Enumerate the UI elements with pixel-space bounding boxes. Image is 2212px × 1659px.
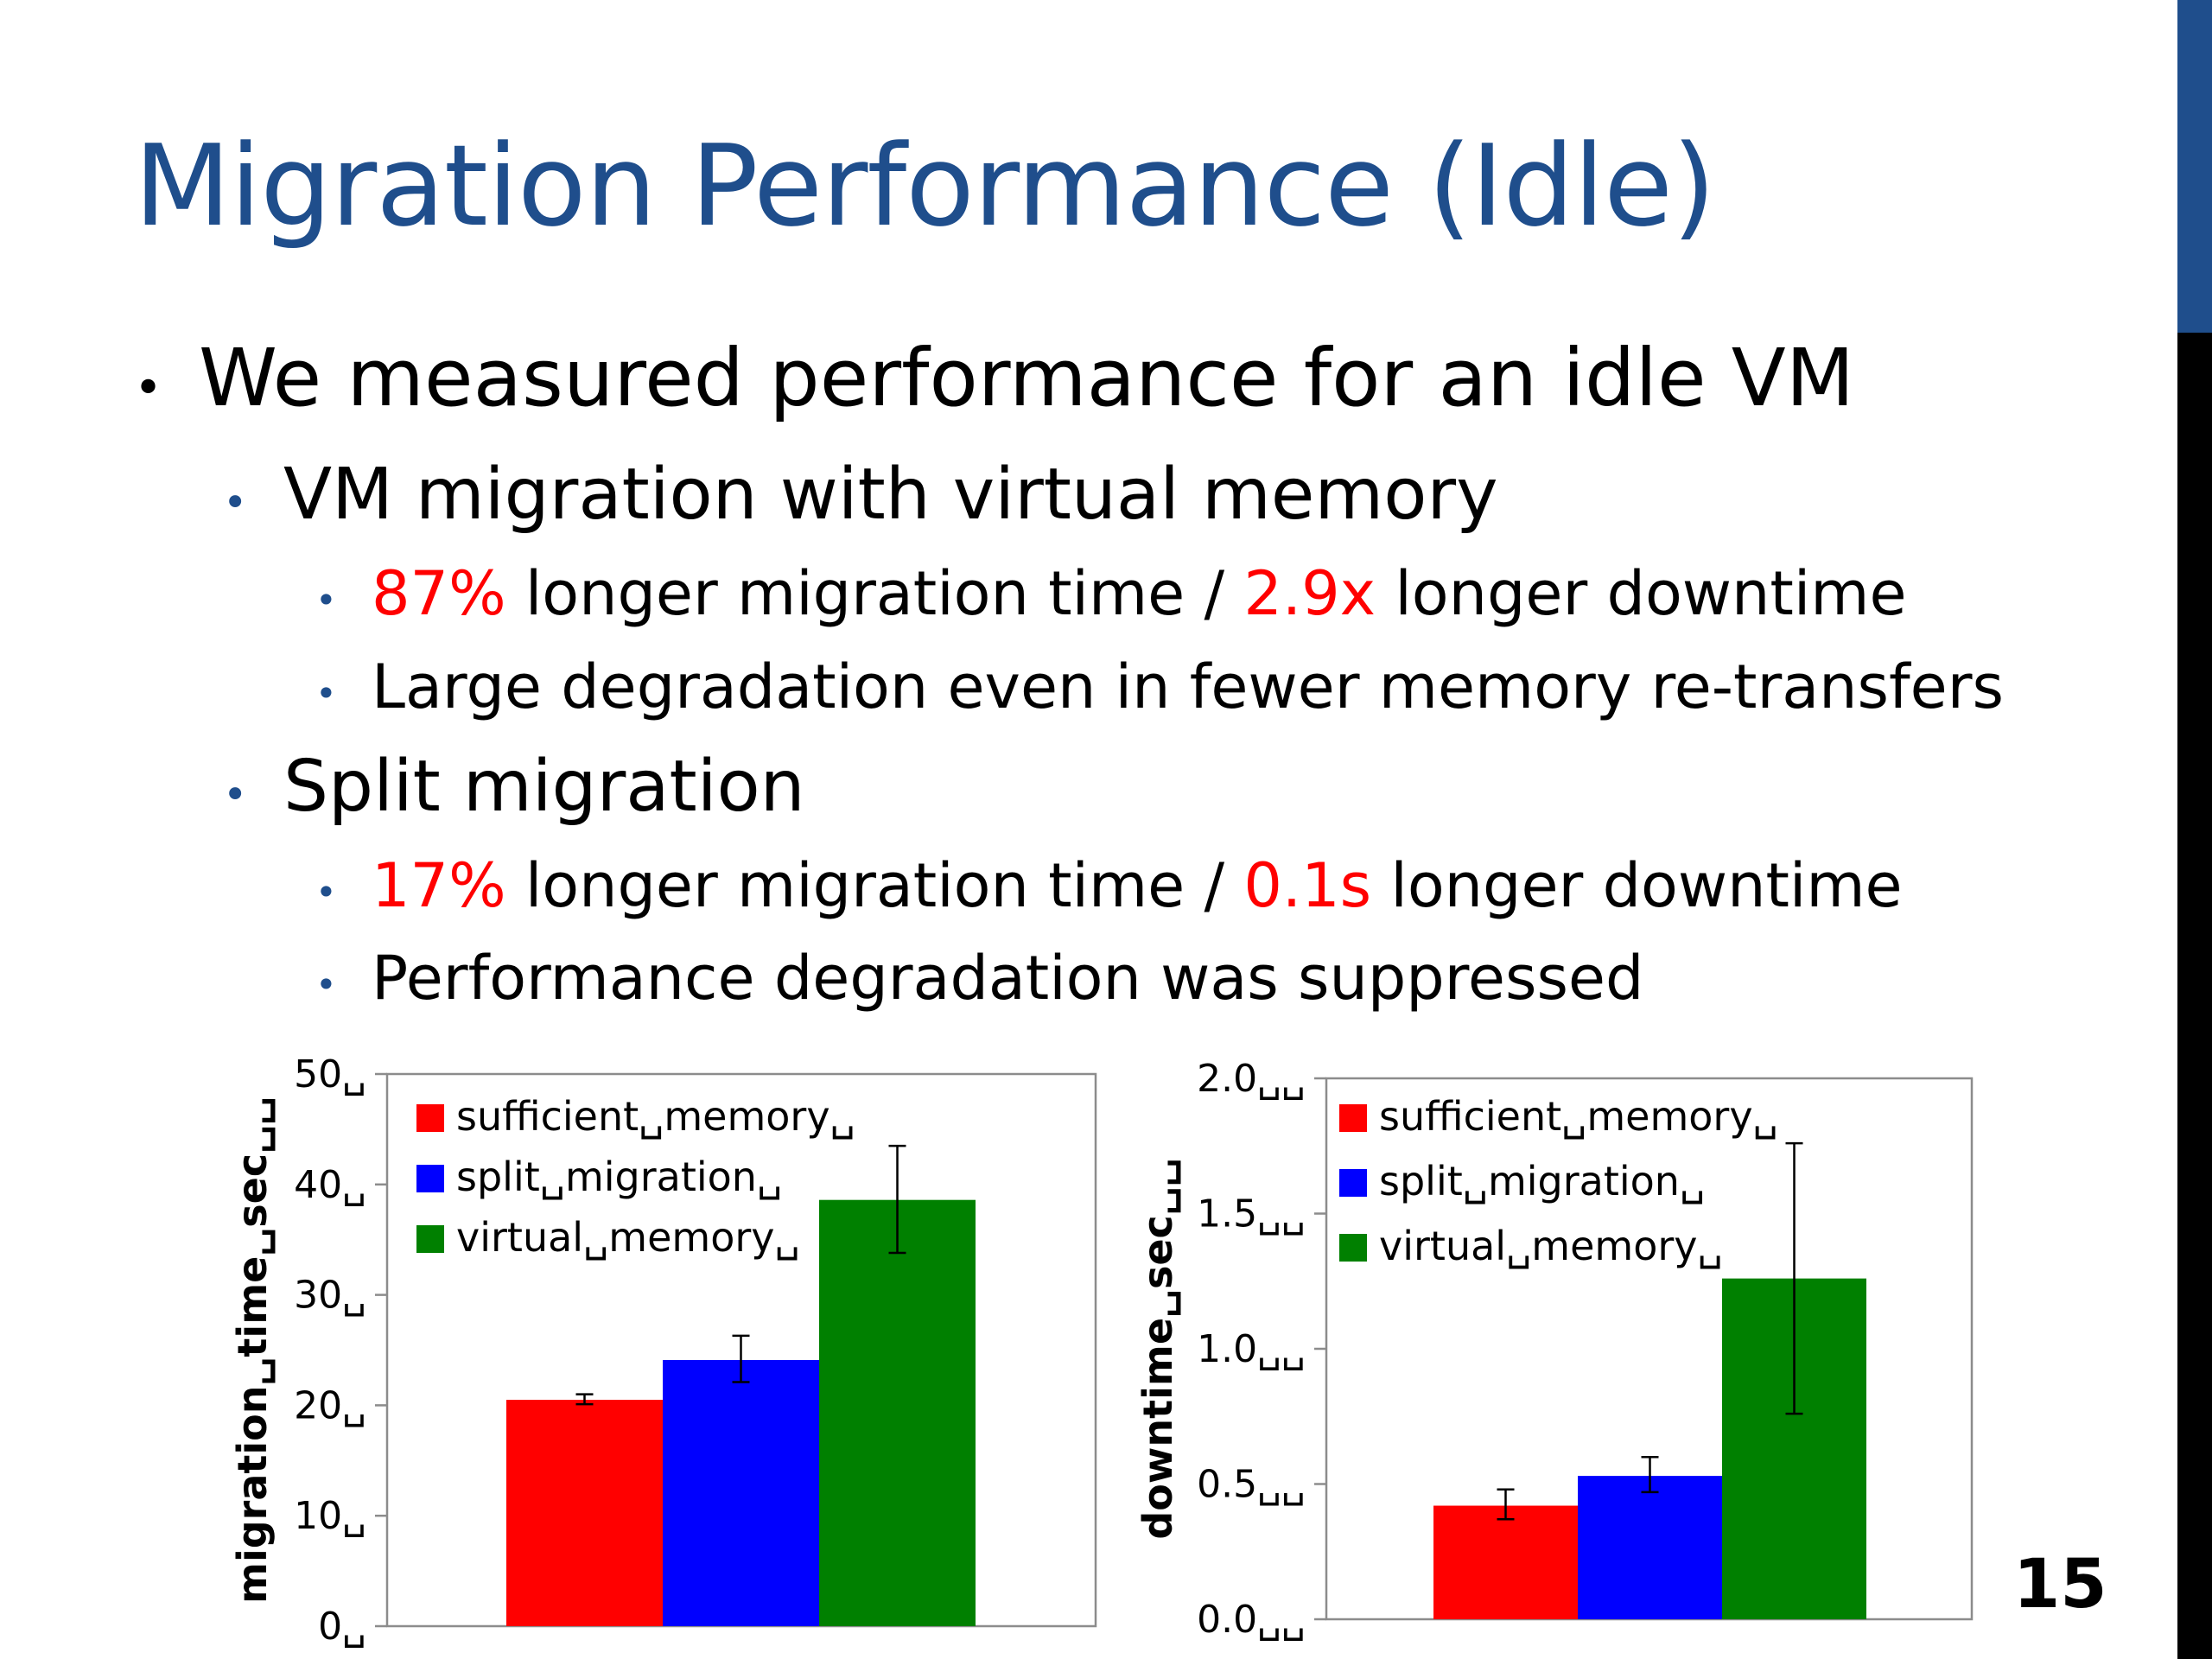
bullet-text: We measured performance for an idle VM: [199, 339, 1854, 418]
bar: [1578, 1476, 1722, 1619]
legend-label: virtual␣memory␣: [1379, 1223, 1723, 1269]
y-tick-label: 1.0␣␣: [1197, 1327, 1306, 1371]
bar: [663, 1360, 819, 1626]
y-axis-label: migration␣time␣sec␣␣: [229, 1096, 276, 1604]
y-tick-label: 0␣: [318, 1605, 366, 1649]
bullet-text: Performance degradation was suppressed: [372, 948, 1643, 1008]
highlight-value: 0.1s: [1243, 850, 1371, 921]
bullet-text-part: Performance degradation was suppressed: [372, 943, 1643, 1014]
bullet-text: Split migration: [283, 752, 805, 823]
legend-label: sufficient␣memory␣: [1379, 1093, 1778, 1140]
side-bar: [2177, 333, 2212, 1659]
legend-label: sufficient␣memory␣: [456, 1093, 855, 1140]
bullet-dot-icon: •: [223, 482, 247, 524]
accent-bar: [2177, 0, 2212, 333]
y-tick-label: 30␣: [294, 1274, 366, 1318]
legend-swatch: [416, 1165, 444, 1192]
bullet-text: Large degradation even in fewer memory r…: [372, 657, 2004, 717]
y-tick-label: 1.5␣␣: [1197, 1192, 1306, 1236]
bar: [819, 1200, 976, 1626]
legend-swatch: [1339, 1104, 1367, 1132]
bullet-text: 17% longer migration time / 0.1s longer …: [372, 855, 1903, 916]
bullet-dot-icon: •: [315, 582, 337, 619]
bullet-text-part: We measured performance for an idle VM: [199, 332, 1854, 424]
y-tick-label: 2.0␣␣: [1197, 1057, 1306, 1101]
bar: [1433, 1506, 1578, 1619]
bullet-dot-icon: •: [315, 874, 337, 911]
legend-label: split␣migration␣: [456, 1154, 782, 1200]
y-tick-label: 50␣: [294, 1052, 366, 1096]
y-tick-label: 0.5␣␣: [1197, 1463, 1306, 1507]
legend-swatch: [416, 1225, 444, 1253]
y-axis-label: downtime␣sec␣␣: [1135, 1158, 1181, 1539]
legend-swatch: [1339, 1169, 1367, 1197]
bullet-dot-icon: •: [223, 774, 247, 816]
legend-swatch: [416, 1104, 444, 1132]
y-tick-label: 40␣: [294, 1163, 366, 1207]
bullet-text-part: longer downtime: [1371, 850, 1902, 921]
y-tick-label: 20␣: [294, 1383, 366, 1427]
bullet-dot-icon: •: [134, 365, 162, 413]
slide-number: 15: [2013, 1551, 2107, 1618]
y-tick-label: 0.0␣␣: [1197, 1598, 1306, 1642]
downtime-chart: 0.0␣␣ 0.5␣␣ 1.0␣␣ 1.5␣␣ 2.0␣␣ sufficient␣memo…: [1123, 1037, 1987, 1659]
bar: [506, 1400, 663, 1626]
bullet-dot-icon: •: [315, 967, 337, 1003]
bullet-text-part: longer downtime: [1376, 558, 1906, 629]
bullet-text: 87% longer migration time / 2.9x longer …: [372, 563, 1907, 624]
bullet-text-part: VM migration with virtual memory: [283, 454, 1498, 536]
highlight-value: 87%: [372, 558, 506, 629]
slide-title: Migration Performance (Idle): [134, 130, 1715, 242]
bullet-dot-icon: •: [315, 676, 337, 712]
legend-label: virtual␣memory␣: [456, 1214, 800, 1261]
migration-time-chart: 0␣ 10␣ 20␣ 30␣ 40␣ 50␣ sufficient␣memory␣ split…: [0, 1037, 1123, 1659]
highlight-value: 17%: [372, 850, 506, 921]
legend-label: split␣migration␣: [1379, 1158, 1705, 1205]
bullet-text-part: Large degradation even in fewer memory r…: [372, 652, 2004, 722]
bullet-text: VM migration with virtual memory: [283, 460, 1498, 531]
highlight-value: 2.9x: [1243, 558, 1376, 629]
y-tick-label: 10␣: [294, 1494, 366, 1538]
bullet-text-part: longer migration time /: [506, 558, 1244, 629]
legend-swatch: [1339, 1234, 1367, 1262]
bullet-text-part: Split migration: [283, 746, 805, 828]
bullet-text-part: longer migration time /: [506, 850, 1244, 921]
